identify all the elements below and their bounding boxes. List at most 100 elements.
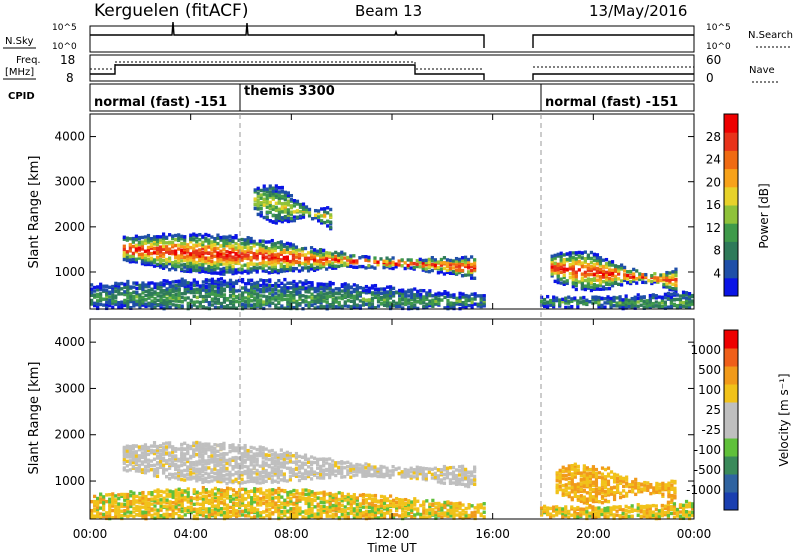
power-echo-cell xyxy=(648,303,652,307)
power-echo-cell xyxy=(120,287,124,291)
velocity-echo-cell xyxy=(134,469,138,473)
power-echo-cell xyxy=(252,268,256,272)
velocity-echo-cell xyxy=(198,454,202,458)
power-echo-cell xyxy=(201,246,205,251)
power-echo-cell xyxy=(665,273,669,277)
power-echo-cell xyxy=(645,299,649,303)
power-echo-cell xyxy=(322,282,326,287)
velocity-echo-cell xyxy=(234,477,238,482)
power-echo-cell xyxy=(164,235,169,240)
power-echo-cell xyxy=(123,303,127,308)
velocity-echo-cell xyxy=(225,469,229,473)
power-echo-cell xyxy=(149,244,154,248)
power-echo-cell xyxy=(550,257,554,262)
power-echo-cell xyxy=(192,232,196,236)
power-echo-cell xyxy=(304,207,309,212)
power-echo-cell xyxy=(461,301,465,305)
power-echo-cell xyxy=(286,289,290,294)
power-echo-cell xyxy=(150,299,154,303)
power-echo-cell xyxy=(268,219,272,223)
velocity-echo-cell xyxy=(267,476,271,480)
power-echo-cell xyxy=(291,262,296,266)
velocity-echo-cell xyxy=(285,466,289,470)
velocity-echo-cell xyxy=(201,477,205,481)
power-echo-cell xyxy=(595,278,600,282)
velocity-echo-cell xyxy=(231,446,235,450)
power-echo-cell xyxy=(592,267,597,271)
velocity-echo-cell xyxy=(174,501,178,506)
velocity-echo-cell xyxy=(165,512,169,516)
velocity-echo-cell xyxy=(415,476,419,481)
velocity-echo-cell xyxy=(225,466,229,471)
power-echo-cell xyxy=(198,254,202,258)
velocity-echo-cell xyxy=(268,503,272,508)
velocity-echo-cell xyxy=(213,459,217,464)
velocity-echo-cell xyxy=(361,505,365,509)
velocity-echo-cell xyxy=(161,456,166,461)
power-echo-cell xyxy=(276,270,280,275)
velocity-echo-cell xyxy=(177,502,181,506)
power-echo-cell xyxy=(565,252,569,256)
velocity-echo-cell xyxy=(129,499,133,504)
velocity-echo-cell xyxy=(164,451,169,455)
velocity-echo-cell xyxy=(192,514,196,518)
power-echo-cell xyxy=(135,302,139,306)
power-echo-cell xyxy=(192,265,196,269)
velocity-echo-cell xyxy=(222,479,226,483)
velocity-echo-cell xyxy=(162,504,166,509)
velocity-echo-cell xyxy=(132,506,136,510)
power-echo-cell xyxy=(289,298,293,303)
power-echo-cell xyxy=(231,284,236,288)
nsky-trace xyxy=(90,21,485,48)
power-echo-cell xyxy=(463,264,468,269)
velocity-echo-cell xyxy=(291,471,296,475)
power-echo-cell xyxy=(291,249,296,253)
power-echo-cell xyxy=(271,204,275,209)
velocity-echo-cell xyxy=(307,511,311,516)
velocity-echo-cell xyxy=(240,460,244,464)
power-echo-cell xyxy=(322,262,326,266)
power-echo-cell xyxy=(654,300,658,304)
power-echo-cell xyxy=(571,284,575,289)
power-echo-cell xyxy=(294,245,299,249)
velocity-echo-cell xyxy=(132,491,136,495)
power-echo-cell xyxy=(349,264,353,268)
velocity-echo-cell xyxy=(340,465,344,469)
power-echo-cell xyxy=(192,294,196,298)
power-echo-cell xyxy=(297,263,302,267)
velocity-echo-cell xyxy=(328,462,332,467)
power-echo-cell xyxy=(388,301,393,305)
velocity-echo-cell xyxy=(126,499,130,503)
power-echo-cell xyxy=(398,304,402,308)
power-echo-cell xyxy=(264,249,268,253)
velocity-echo-cell xyxy=(180,503,184,507)
power-echo-cell xyxy=(306,261,311,265)
velocity-echo-cell xyxy=(370,465,374,469)
power-echo-cell xyxy=(171,261,175,265)
velocity-echo-cell xyxy=(186,457,190,461)
velocity-echo-cell xyxy=(300,466,305,470)
power-echo-cell xyxy=(128,254,132,259)
power-echo-cell xyxy=(352,287,356,292)
velocity-echo-cell xyxy=(189,498,193,502)
velocity-echo-cell xyxy=(201,497,205,501)
power-echo-cell xyxy=(156,282,160,286)
power-echo-cell xyxy=(556,266,560,270)
power-echo-cell xyxy=(440,298,444,302)
power-echo-cell xyxy=(140,261,145,266)
power-echo-cell xyxy=(307,303,311,308)
velocity-echo-cell xyxy=(161,469,166,474)
velocity-echo-cell xyxy=(337,501,341,506)
power-echo-cell xyxy=(250,305,254,309)
power-echo-cell xyxy=(231,270,235,274)
power-echo-cell xyxy=(286,293,290,298)
power-echo-cell xyxy=(132,281,136,285)
velocity-echo-cell xyxy=(373,493,378,498)
velocity-echo-cell xyxy=(270,452,274,457)
velocity-echo-cell xyxy=(270,456,274,460)
power-echo-cell xyxy=(604,278,609,282)
velocity-echo-cell xyxy=(168,489,172,493)
velocity-echo-cell xyxy=(99,500,103,504)
power-echo-cell xyxy=(571,280,575,284)
velocity-echo-cell xyxy=(128,455,132,459)
